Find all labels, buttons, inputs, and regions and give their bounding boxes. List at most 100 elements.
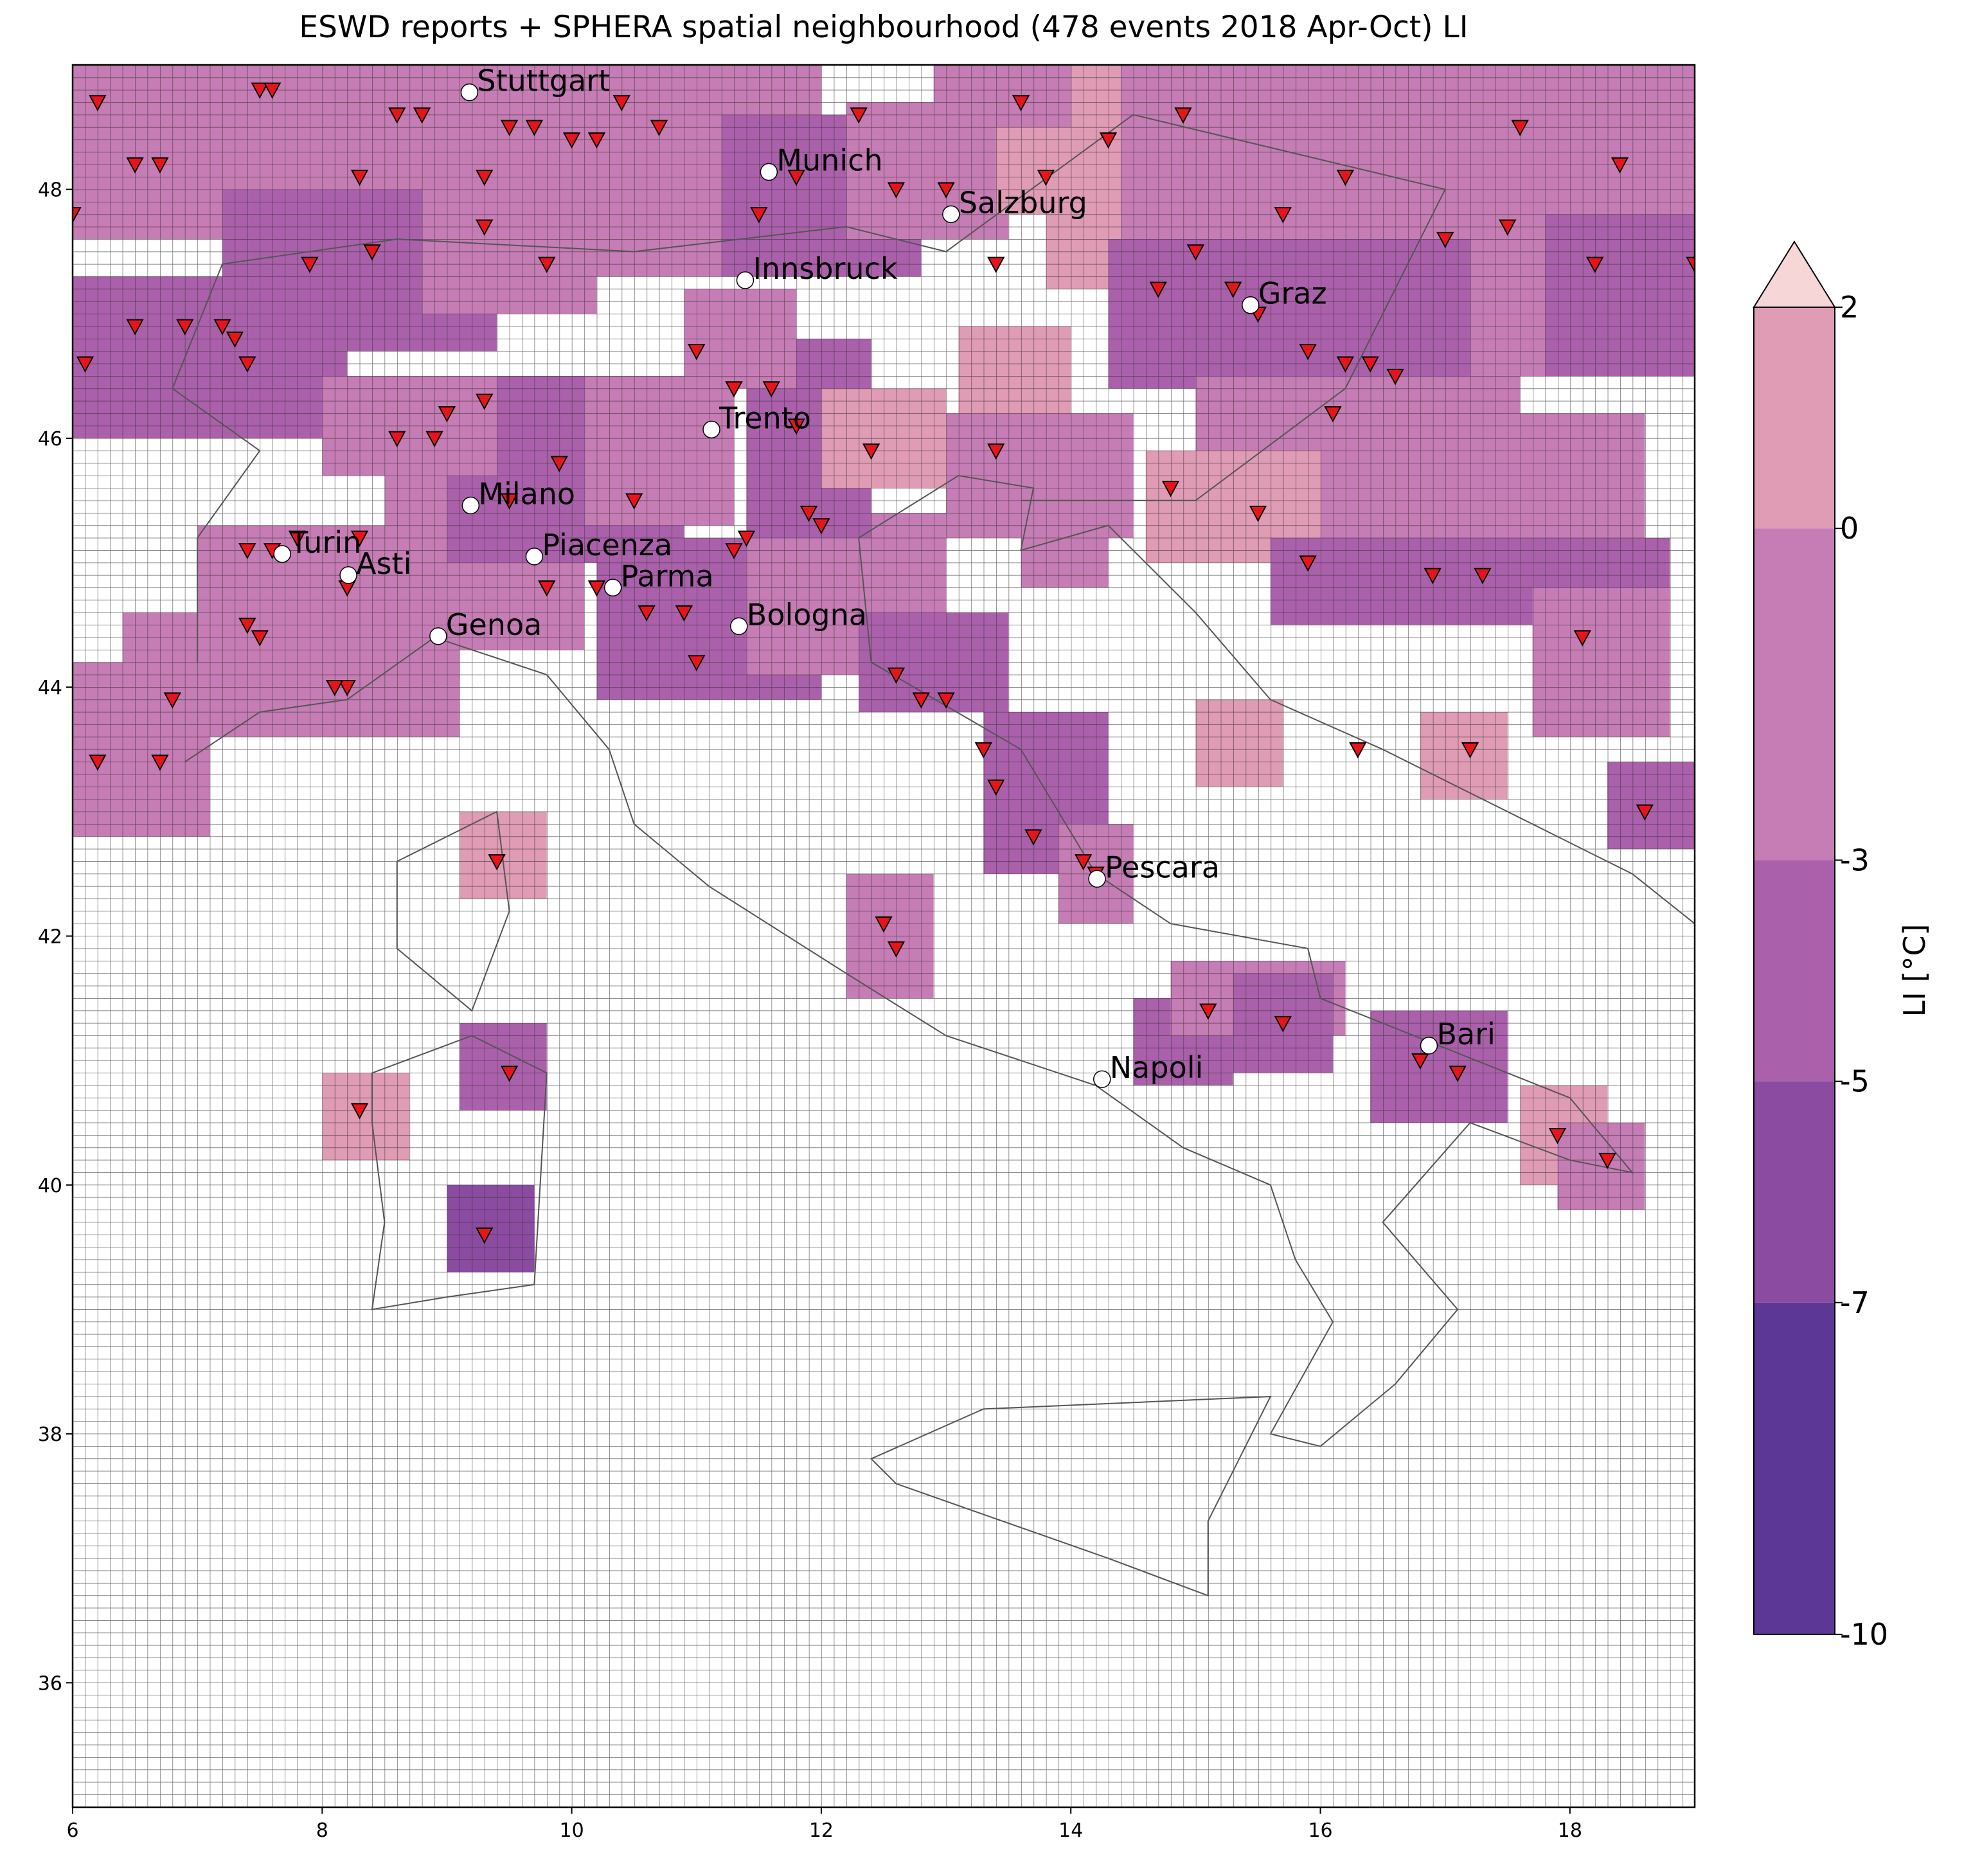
event-marker	[562, 132, 581, 149]
coastlines	[172, 114, 1695, 1595]
city-marker	[942, 205, 960, 224]
city-label: Salzburg	[959, 185, 1087, 220]
event-marker	[1573, 630, 1591, 647]
x-tick-label: 8	[316, 1819, 328, 1842]
event-marker	[476, 219, 494, 236]
event-marker	[675, 605, 693, 622]
y-tick-label: 38	[38, 1424, 62, 1446]
event-marker	[725, 381, 743, 398]
chart-title: ESWD reports + SPHERA spatial neighbourh…	[299, 10, 1468, 45]
event-marker	[1299, 555, 1317, 572]
city-marker	[525, 548, 544, 566]
event-marker	[762, 381, 780, 398]
colorbar-segment	[1754, 1081, 1835, 1303]
event-marker	[476, 170, 494, 186]
event-marker	[1074, 854, 1093, 871]
event-marker	[1336, 170, 1355, 186]
event-marker	[987, 443, 1005, 460]
colorbar-tick-label: 2	[1840, 290, 1859, 325]
y-tick-label: 48	[38, 179, 62, 202]
city-label: Genoa	[446, 607, 542, 642]
event-marker	[226, 331, 244, 348]
event-marker	[987, 256, 1005, 273]
x-tick-label: 6	[66, 1819, 78, 1842]
event-marker	[126, 319, 144, 335]
event-marker	[1386, 368, 1404, 386]
event-marker	[500, 493, 519, 510]
event-marker	[937, 692, 955, 709]
colorbar-tick-label: 0	[1840, 511, 1859, 546]
x-tick-label: 12	[809, 1819, 834, 1842]
colorbar-segment	[1754, 528, 1835, 861]
event-marker	[338, 680, 356, 697]
event-marker	[1324, 406, 1342, 423]
event-marker	[1611, 157, 1629, 174]
event-marker	[1249, 505, 1267, 523]
event-marker	[887, 667, 906, 684]
event-marker	[987, 779, 1005, 796]
cell-grid	[73, 65, 1695, 1807]
city-marker	[1242, 296, 1260, 314]
colorbar-segment	[1754, 307, 1835, 529]
event-marker	[301, 256, 319, 273]
event-marker	[288, 530, 307, 547]
y-tick-label: 40	[38, 1175, 62, 1197]
event-marker	[688, 655, 706, 672]
y-tick-label: 46	[38, 428, 62, 451]
event-marker	[799, 505, 818, 523]
event-marker	[488, 854, 506, 871]
event-marker	[89, 755, 107, 771]
event-marker	[1598, 1152, 1616, 1170]
city-marker	[760, 163, 778, 181]
city-label: Graz	[1258, 276, 1327, 311]
city-label: Pescara	[1105, 850, 1220, 884]
event-marker	[1349, 742, 1367, 759]
event-marker	[350, 530, 369, 547]
colorbar-extend	[1753, 240, 1836, 308]
event-marker	[587, 580, 606, 597]
event-marker	[363, 244, 381, 261]
city-label: Turin	[289, 525, 361, 560]
event-marker	[263, 82, 281, 99]
x-tick-label: 16	[1308, 1819, 1332, 1842]
event-marker	[1024, 829, 1042, 846]
city-label: Stuttgart	[477, 64, 610, 98]
event-marker	[238, 618, 256, 634]
event-marker	[1336, 356, 1355, 373]
y-tick-label: 42	[38, 926, 62, 949]
event-marker	[725, 543, 743, 560]
event-marker	[688, 344, 706, 361]
event-marker	[176, 319, 194, 335]
event-marker	[737, 530, 756, 547]
city-marker	[460, 83, 479, 102]
event-marker	[425, 431, 443, 448]
event-marker	[326, 680, 344, 697]
city-label: Bari	[1436, 1017, 1495, 1051]
event-marker	[1449, 1066, 1467, 1082]
event-marker	[1274, 207, 1292, 224]
event-marker	[1099, 132, 1118, 149]
event-marker	[476, 393, 494, 410]
city-label: Bologna	[747, 597, 867, 632]
event-marker	[1199, 1003, 1217, 1020]
event-marker	[1424, 567, 1442, 585]
colorbar-tick-label: -5	[1840, 1064, 1870, 1099]
event-marker	[974, 742, 992, 759]
event-marker	[1636, 804, 1654, 821]
event-marker	[850, 107, 868, 124]
event-marker	[163, 692, 182, 709]
event-marker	[1274, 1015, 1292, 1033]
city-marker	[1088, 870, 1106, 888]
event-marker	[1361, 356, 1379, 373]
city-label: Innsbruck	[753, 251, 897, 286]
colorbar-segment	[1754, 860, 1835, 1082]
city-marker	[730, 617, 748, 636]
city-marker	[603, 578, 622, 597]
event-marker	[388, 431, 406, 448]
event-marker	[887, 182, 906, 199]
event-marker	[213, 319, 231, 335]
event-marker	[887, 941, 906, 958]
event-marker	[862, 443, 880, 460]
event-marker	[500, 120, 519, 136]
